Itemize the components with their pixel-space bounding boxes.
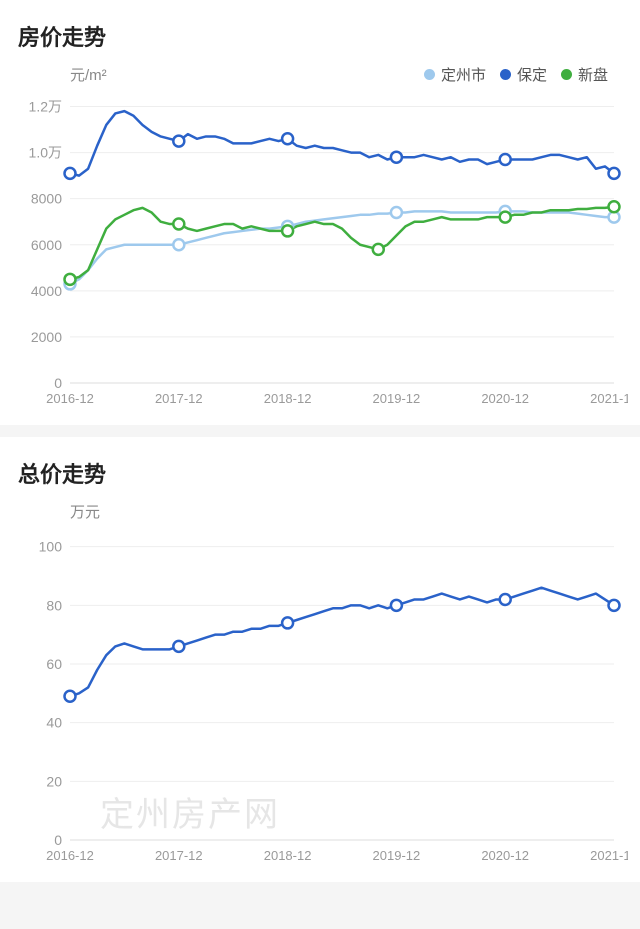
svg-text:2016-12: 2016-12 [46,391,94,406]
svg-text:2019-12: 2019-12 [373,848,421,863]
svg-text:2000: 2000 [31,329,62,345]
svg-text:100: 100 [39,539,63,555]
svg-text:2017-12: 2017-12 [155,391,203,406]
svg-text:20: 20 [46,773,62,789]
svg-text:定州房产网: 定州房产网 [100,796,280,834]
legend-label: 保定 [517,64,547,85]
svg-text:2020-12: 2020-12 [481,848,529,863]
legend: 定州市 保定 新盘 [424,64,608,85]
chart-header: 元/m² 定州市 保定 新盘 [12,60,628,89]
svg-text:1.0万: 1.0万 [29,145,62,161]
svg-text:0: 0 [54,832,62,848]
legend-item: 定州市 [424,64,486,85]
chart-header: 万元 [12,497,628,526]
legend-dot-icon [424,69,435,80]
svg-text:2017-12: 2017-12 [155,848,203,863]
y-axis-unit: 元/m² [70,64,107,85]
panel-title: 房价走势 [12,20,628,52]
svg-text:2021-12: 2021-12 [590,848,628,863]
svg-text:80: 80 [46,597,62,613]
svg-text:40: 40 [46,715,62,731]
svg-text:60: 60 [46,656,62,672]
legend-dot-icon [561,69,572,80]
panel-title: 总价走势 [12,457,628,489]
legend-dot-icon [500,69,511,80]
svg-text:8000: 8000 [31,191,62,207]
legend-label: 新盘 [578,64,608,85]
svg-text:0: 0 [54,375,62,391]
total-price-panel: 总价走势 万元 0 20 40 60 80 100 2016-12 2017-12 2018-1… [0,437,640,882]
svg-text:1.2万: 1.2万 [29,99,62,115]
svg-text:2019-12: 2019-12 [373,391,421,406]
svg-text:2016-12: 2016-12 [46,848,94,863]
svg-text:4000: 4000 [31,283,62,299]
y-axis-unit: 万元 [70,501,100,522]
legend-item: 新盘 [561,64,608,85]
chart-area: 0 20 40 60 80 100 2016-12 2017-12 2018-12 2019-12… [12,526,628,866]
legend-label: 定州市 [441,64,486,85]
svg-text:2020-12: 2020-12 [481,391,529,406]
legend-item: 保定 [500,64,547,85]
svg-text:2018-12: 2018-12 [264,391,312,406]
price-trend-panel: 房价走势 元/m² 定州市 保定 新盘 0 2000 4000 6000 8000 1.0… [0,0,640,425]
svg-text:2021-12: 2021-12 [590,391,628,406]
line-chart: 0 20 40 60 80 100 2016-12 2017-12 2018-12 2019-12… [12,526,628,866]
svg-text:2018-12: 2018-12 [264,848,312,863]
svg-text:6000: 6000 [31,237,62,253]
chart-area: 0 2000 4000 6000 8000 1.0万 1.2万 2016-12 2017-12 2… [12,89,628,409]
line-chart: 0 2000 4000 6000 8000 1.0万 1.2万 2016-12 2017-12 2… [12,89,628,409]
